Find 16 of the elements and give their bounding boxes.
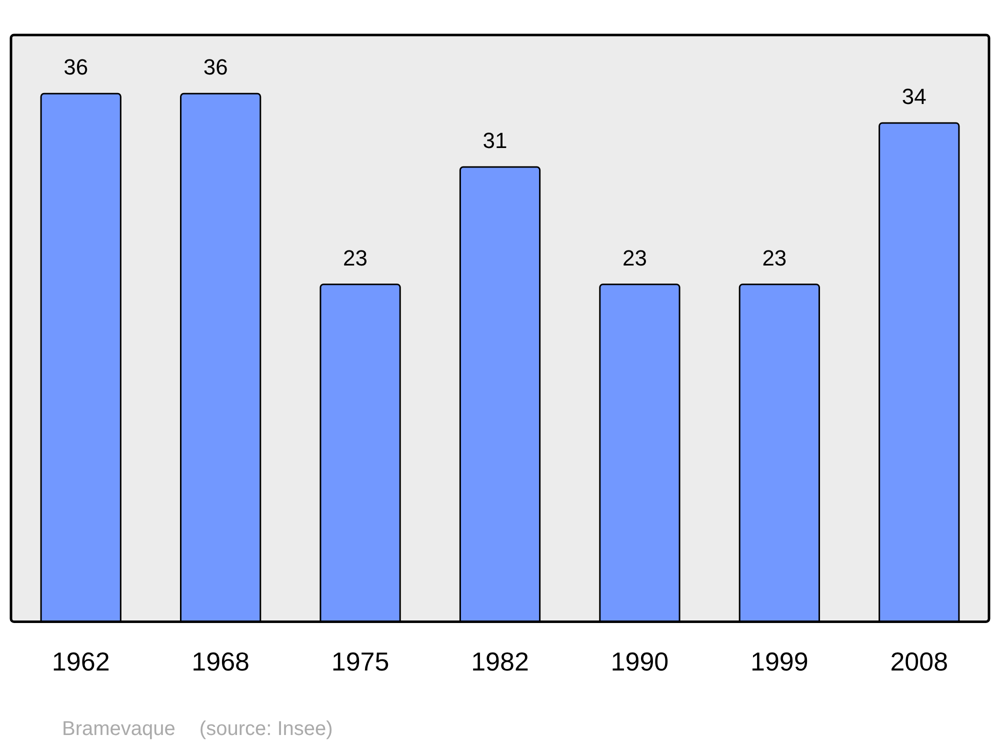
- text: Bramevaque: [62, 718, 176, 741]
- data-label: 36: [203, 54, 228, 80]
- data-label: 23: [622, 245, 647, 270]
- data-label: 34: [902, 84, 926, 110]
- x-tick-label: 1982: [471, 646, 529, 677]
- x-tick-label: 2008: [890, 646, 948, 677]
- data-label: 23: [343, 245, 368, 270]
- x-tick-label: 1999: [750, 646, 808, 677]
- x-tick-label: 1962: [52, 646, 110, 677]
- data-label: 31: [482, 128, 508, 154]
- data-label: 23: [762, 245, 787, 270]
- data-label: 36: [64, 54, 88, 80]
- x-tick-label: 1975: [331, 646, 390, 677]
- x-tick-label: 1990: [610, 646, 669, 677]
- x-tick-label: 1968: [192, 646, 250, 677]
- text: (source: Insee): [199, 718, 333, 741]
